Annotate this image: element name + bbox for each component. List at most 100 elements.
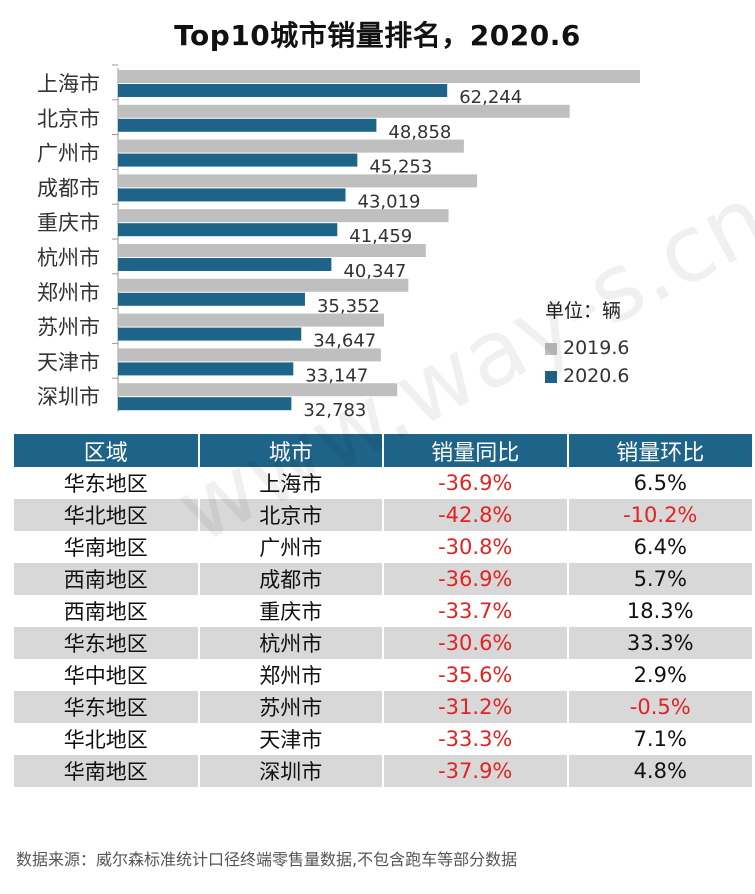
category-label: 郑州市 <box>37 281 100 305</box>
data-label: 43,019 <box>358 191 421 212</box>
city-sales-table-container: 区域 城市 销量同比 销量环比 华东地区 上海市 -36.9% 6.5% 华北地区 北京市 -42… <box>14 434 752 787</box>
category-label: 重庆市 <box>37 211 100 235</box>
category-label: 苏州市 <box>37 316 100 340</box>
yoy-cell: -33.7% <box>383 595 569 627</box>
bar-2019 <box>118 104 570 118</box>
table-header-cell: 销量同比 <box>383 434 569 467</box>
yoy-cell: -30.6% <box>383 627 569 659</box>
table-row: 华北地区 天津市 -33.3% 7.1% <box>14 723 752 755</box>
yoy-cell: -30.8% <box>383 531 569 563</box>
table-header-cell: 销量环比 <box>567 434 752 467</box>
data-label: 62,244 <box>459 87 522 108</box>
yoy-cell: -31.2% <box>383 691 569 723</box>
region-cell: 西南地区 <box>14 595 200 627</box>
region-cell: 华北地区 <box>14 499 200 531</box>
table-row: 西南地区 重庆市 -33.7% 18.3% <box>14 595 752 627</box>
category-label: 广州市 <box>37 142 100 166</box>
mom-cell: 5.7% <box>567 563 752 595</box>
city-cell: 广州市 <box>198 531 384 563</box>
region-cell: 华北地区 <box>14 723 200 755</box>
bar-2020 <box>118 118 377 132</box>
data-label: 33,147 <box>305 365 368 386</box>
data-label: 45,253 <box>369 157 432 178</box>
yoy-cell: -36.9% <box>383 563 569 595</box>
city-cell: 天津市 <box>198 723 384 755</box>
table-header-cell: 城市 <box>198 434 384 467</box>
region-cell: 华东地区 <box>14 467 200 499</box>
table-row: 华东地区 杭州市 -30.6% 33.3% <box>14 627 752 659</box>
bar-2019 <box>118 313 385 327</box>
legend-label-2019: 2019.6 <box>563 337 629 359</box>
data-label: 35,352 <box>317 296 380 317</box>
table-body: 华东地区 上海市 -36.9% 6.5% 华北地区 北京市 -42.8% -10.2% 华南地区… <box>14 467 752 787</box>
table-header-row: 区域 城市 销量同比 销量环比 <box>14 434 752 467</box>
mom-cell: 7.1% <box>567 723 752 755</box>
table-row: 华东地区 苏州市 -31.2% -0.5% <box>14 691 752 723</box>
category-label: 上海市 <box>37 72 100 96</box>
region-cell: 华中地区 <box>14 659 200 691</box>
city-cell: 郑州市 <box>198 659 384 691</box>
data-label: 48,858 <box>388 122 451 143</box>
table-row: 华南地区 深圳市 -37.9% 4.8% <box>14 755 752 787</box>
data-label: 41,459 <box>349 226 412 247</box>
category-label: 北京市 <box>37 107 100 131</box>
category-label: 杭州市 <box>37 246 100 270</box>
table-row: 华东地区 上海市 -36.9% 6.5% <box>14 467 752 499</box>
region-cell: 西南地区 <box>14 563 200 595</box>
table-row: 华中地区 郑州市 -35.6% 2.9% <box>14 659 752 691</box>
bar-chart: 上海市 62,244 北京市 48,858 广州市 45,253 成都市 43,019 重庆市 4… <box>37 64 640 421</box>
data-label: 40,347 <box>343 261 406 282</box>
data-label: 34,647 <box>313 331 376 352</box>
legend-label-2020: 2020.6 <box>563 365 629 387</box>
yoy-cell: -33.3% <box>383 723 569 755</box>
bar-2019 <box>118 174 478 188</box>
mom-cell: 2.9% <box>567 659 752 691</box>
mom-cell: 4.8% <box>567 755 752 787</box>
mom-cell: 6.4% <box>567 531 752 563</box>
bar-2020 <box>118 258 332 271</box>
bar-2019 <box>118 70 640 83</box>
table-row: 西南地区 成都市 -36.9% 5.7% <box>14 563 752 595</box>
city-cell: 北京市 <box>198 499 384 531</box>
city-cell: 苏州市 <box>198 691 384 723</box>
chart-title: Top10城市销量排名，2020.6 <box>174 19 581 52</box>
yoy-cell: -42.8% <box>383 499 569 531</box>
yoy-cell: -37.9% <box>383 755 569 787</box>
city-cell: 深圳市 <box>198 755 384 787</box>
bar-2020 <box>118 362 294 376</box>
table-row: 华南地区 广州市 -30.8% 6.4% <box>14 531 752 563</box>
mom-cell: 33.3% <box>567 627 752 659</box>
bar-2019 <box>118 209 449 223</box>
yoy-cell: -36.9% <box>383 467 569 499</box>
bar-2020 <box>118 292 305 306</box>
table-header-cell: 区域 <box>14 434 200 467</box>
legend-swatch-2020 <box>545 371 557 383</box>
city-cell: 重庆市 <box>198 595 384 627</box>
city-cell: 成都市 <box>198 563 384 595</box>
region-cell: 华南地区 <box>14 755 200 787</box>
city-cell: 上海市 <box>198 467 384 499</box>
mom-cell: -10.2% <box>567 499 752 531</box>
category-label: 成都市 <box>37 176 100 200</box>
mom-cell: 18.3% <box>567 595 752 627</box>
yoy-cell: -35.6% <box>383 659 569 691</box>
bar-2020 <box>118 327 302 341</box>
data-source-note: 数据来源：威尔森标准统计口径终端零售量数据,不包含跑车等部分数据 <box>16 850 518 869</box>
bar-2019 <box>118 278 409 292</box>
mom-cell: -0.5% <box>567 691 752 723</box>
bar-2020 <box>118 153 358 167</box>
region-cell: 华东地区 <box>14 691 200 723</box>
data-label: 32,783 <box>303 400 366 421</box>
category-label: 深圳市 <box>37 385 100 409</box>
bar-2020 <box>118 84 448 97</box>
bar-2019 <box>118 348 381 362</box>
bar-2020 <box>118 223 338 237</box>
region-cell: 华南地区 <box>14 531 200 563</box>
bar-2020 <box>118 397 292 411</box>
bar-2020 <box>118 188 346 202</box>
bar-2019 <box>118 383 398 397</box>
legend-swatch-2019 <box>545 343 557 355</box>
category-label: 天津市 <box>37 350 100 374</box>
region-cell: 华东地区 <box>14 627 200 659</box>
mom-cell: 6.5% <box>567 467 752 499</box>
